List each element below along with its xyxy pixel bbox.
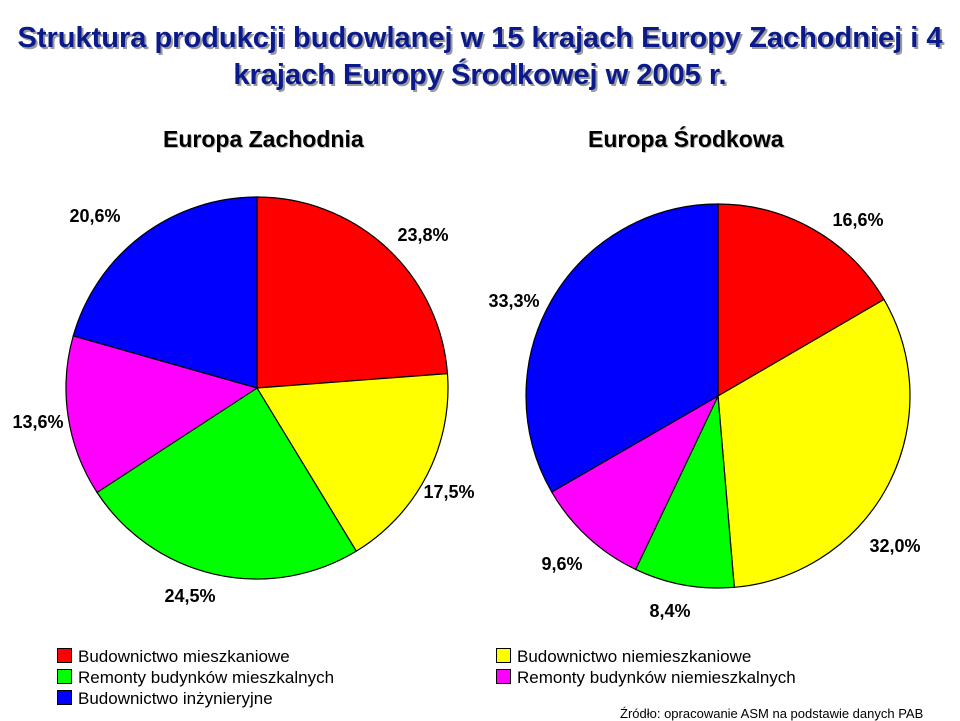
pie-slice-budownictwo-mieszkaniowe bbox=[256, 196, 449, 389]
title-line-2: krajach Europy Środkowej w 2005 r. bbox=[233, 59, 727, 91]
pie-slice-budownictwo-mieszkaniowe bbox=[717, 203, 885, 398]
legend-swatch bbox=[496, 669, 511, 685]
data-label-budownictwo-niemieszkaniowe: 32,0% bbox=[869, 536, 920, 556]
legend-label: Remonty budynków mieszkalnych bbox=[78, 668, 335, 687]
legend-swatch bbox=[496, 648, 511, 664]
pie-slice-remonty-budynkow-niemieszkalnych bbox=[550, 394, 720, 571]
legend-item-budownictwo-niemieszkaniowe: Budownictwo niemieszkaniowe bbox=[496, 647, 751, 667]
data-label-budownictwo-inzynieryjne: 33,3% bbox=[488, 291, 539, 311]
data-label-remonty-budynkow-mieszkalnych: 24,5% bbox=[164, 586, 215, 606]
pie-slice-remonty-budynkow-mieszkalnych bbox=[634, 393, 735, 589]
data-label-remonty-budynkow-niemieszkalnych: 13,6% bbox=[12, 412, 63, 432]
data-label-remonty-budynkow-niemieszkalnych: 9,6% bbox=[541, 554, 582, 574]
chart-title-central: Europa Środkowa bbox=[588, 126, 784, 152]
pie-slice-budownictwo-inzynieryjne bbox=[72, 196, 258, 389]
page-title: Struktura produkcji budowlanej w 15 kraj… bbox=[0, 20, 960, 94]
pie-slice-remonty-budynkow-mieszkalnych bbox=[96, 387, 358, 580]
legend-swatch bbox=[57, 648, 72, 664]
pie-west: 23,8% 17,5% 24,5% 13,6% 20,6% bbox=[12, 196, 475, 606]
legend-item-budownictwo-inzynieryjne: Budownictwo inżynieryjne bbox=[57, 689, 273, 709]
pie-slice-budownictwo-niemieszkaniowe bbox=[717, 298, 911, 588]
chart-title-west: Europa Zachodnia bbox=[163, 126, 364, 152]
data-label-remonty-budynkow-mieszkalnych: 8,4% bbox=[649, 601, 690, 621]
pie-central: 16,6% 32,0% 8,4% 9,6% 33,3% bbox=[488, 203, 921, 621]
data-label-budownictwo-niemieszkaniowe: 17,5% bbox=[423, 482, 474, 502]
legend-label: Budownictwo inżynieryjne bbox=[78, 689, 273, 708]
legend-item-remonty-mieszkalnych: Remonty budynków mieszkalnych bbox=[57, 668, 334, 688]
legend-label: Budownictwo mieszkaniowe bbox=[78, 647, 290, 666]
source-note: Źródło: opracowanie ASM na podstawie dan… bbox=[620, 706, 924, 721]
legend-swatch bbox=[57, 669, 72, 685]
legend-item-budownictwo-mieszkaniowe: Budownictwo mieszkaniowe bbox=[57, 647, 290, 667]
pie-slice-budownictwo-inzynieryjne bbox=[525, 203, 719, 493]
data-label-budownictwo-mieszkaniowe: 23,8% bbox=[397, 225, 448, 245]
data-label-budownictwo-inzynieryjne: 20,6% bbox=[69, 206, 120, 226]
legend-label: Budownictwo niemieszkaniowe bbox=[517, 647, 752, 666]
title-line-1: Struktura produkcji budowlanej w 15 kraj… bbox=[17, 22, 943, 54]
data-label-budownictwo-mieszkaniowe: 16,6% bbox=[832, 210, 883, 230]
legend-label: Remonty budynków niemieszkalnych bbox=[517, 668, 796, 687]
legend-item-remonty-niemieszkalnych: Remonty budynków niemieszkalnych bbox=[496, 668, 796, 688]
pie-slice-budownictwo-niemieszkaniowe bbox=[255, 372, 449, 552]
legend-swatch bbox=[57, 690, 72, 706]
